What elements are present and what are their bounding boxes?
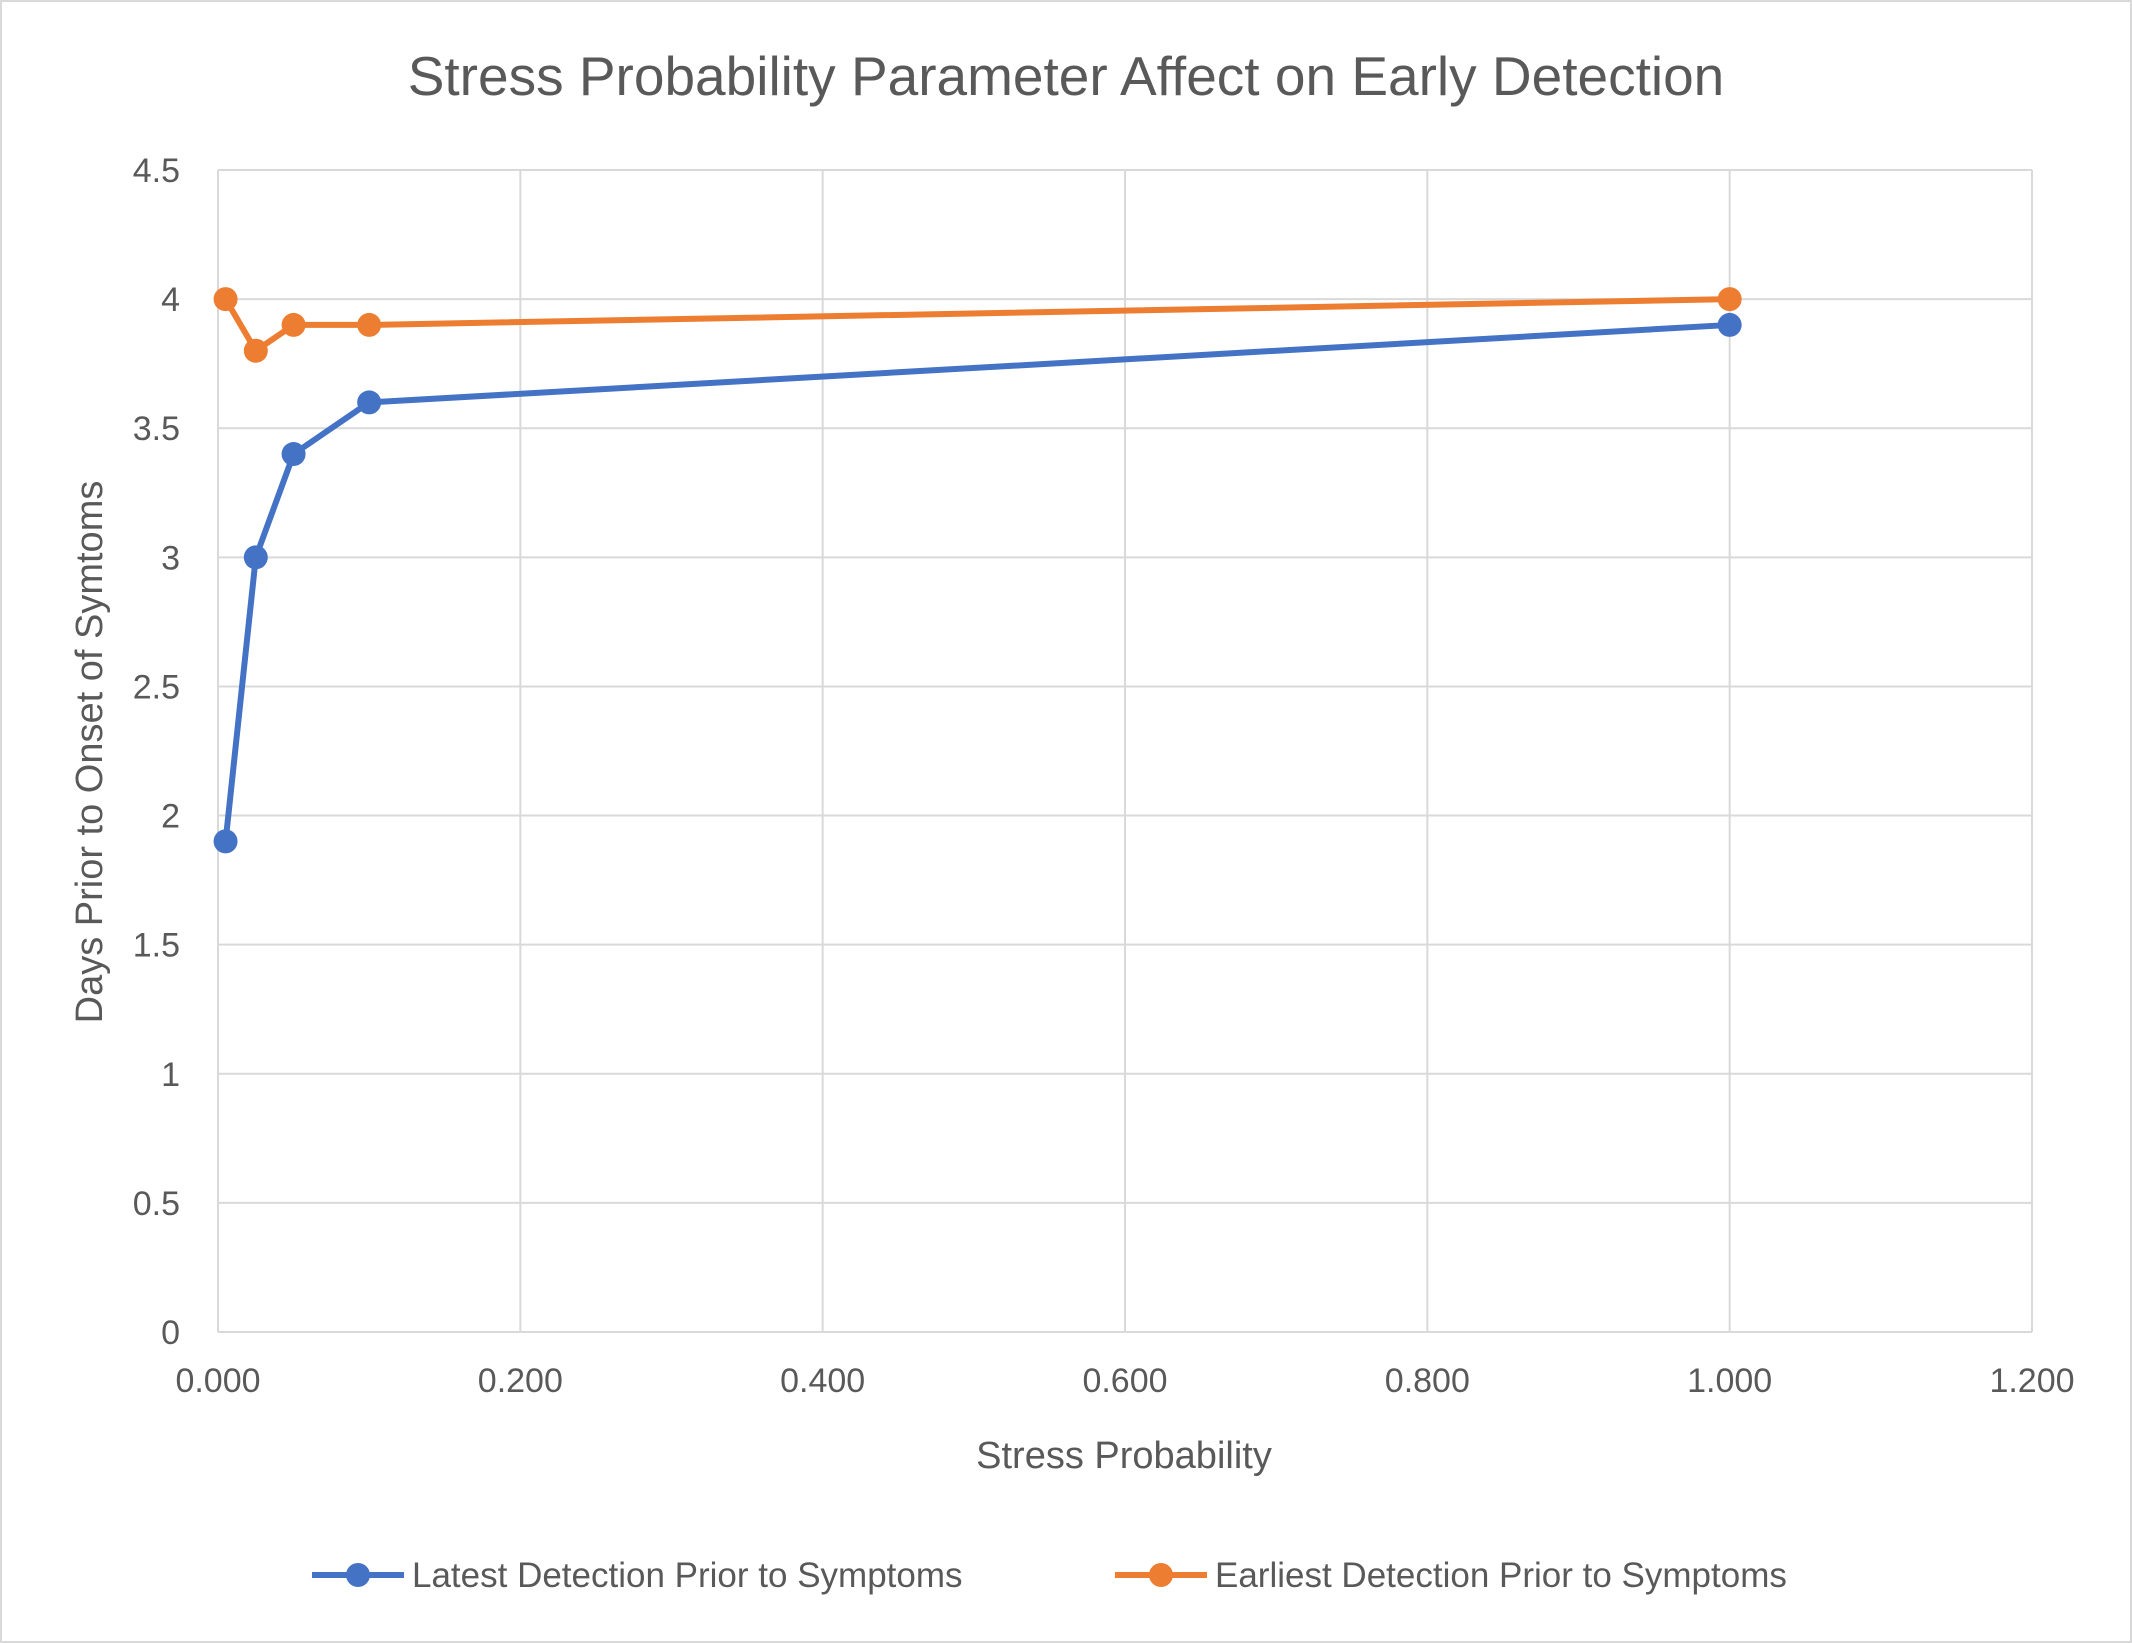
series-line — [222, 296, 1730, 354]
y-tick-label: 3.5 — [133, 410, 180, 448]
legend-item-1: Latest Detection Prior to Symptoms — [312, 1556, 963, 1595]
chart-title: Stress Probability Parameter Affect on E… — [408, 45, 1725, 107]
y-tick-label: 1 — [161, 1056, 180, 1094]
y-tick-label: 3 — [161, 539, 180, 577]
data-point — [213, 287, 238, 312]
data-point — [1717, 312, 1742, 337]
y-tick-label: 4 — [161, 281, 180, 319]
series-1 — [213, 312, 1742, 854]
x-tick-label: 1.200 — [1989, 1362, 2074, 1400]
x-tick-label: 0.600 — [1082, 1362, 1167, 1400]
series-layer — [213, 287, 1742, 854]
legend-marker — [1149, 1563, 1173, 1587]
x-tick-label: 1.000 — [1687, 1362, 1772, 1400]
x-tick-label: 0.000 — [175, 1362, 260, 1400]
y-tick-label: 2 — [161, 798, 180, 836]
data-point — [281, 442, 306, 467]
x-tick-label: 0.400 — [780, 1362, 865, 1400]
y-tick-label: 0 — [161, 1314, 180, 1352]
series-2 — [213, 287, 1742, 363]
gridlines — [217, 169, 2033, 1333]
x-tick-label: 0.200 — [478, 1362, 563, 1400]
legend-label: Earliest Detection Prior to Symptoms — [1215, 1556, 1787, 1595]
y-tick-label: 2.5 — [133, 668, 180, 706]
legend-marker — [346, 1563, 370, 1587]
data-point — [213, 829, 238, 854]
y-tick-label: 1.5 — [133, 927, 180, 965]
data-point — [357, 312, 382, 337]
x-tick-label: 0.800 — [1385, 1362, 1470, 1400]
series-line — [222, 321, 1730, 842]
legend-label: Latest Detection Prior to Symptoms — [412, 1556, 963, 1595]
data-point — [357, 390, 382, 415]
data-point — [281, 312, 306, 337]
y-tick-label: 0.5 — [133, 1185, 180, 1223]
y-axis-title: Days Prior to Onset of Symtoms — [69, 481, 111, 1024]
legend: Latest Detection Prior to Symptoms Earlie… — [312, 1556, 1787, 1595]
legend-item-2: Earliest Detection Prior to Symptoms — [1115, 1556, 1787, 1595]
y-axis-ticks: 0 0.5 1 1.5 2 2.5 3 3.5 4 4.5 — [133, 152, 180, 1352]
data-point — [243, 545, 268, 570]
data-point — [243, 338, 268, 363]
data-point — [1717, 287, 1742, 312]
y-tick-label: 4.5 — [133, 152, 180, 190]
x-axis-title: Stress Probability — [976, 1435, 1272, 1477]
x-axis-ticks: 0.000 0.200 0.400 0.600 0.800 1.000 1.200 — [175, 1362, 2074, 1400]
